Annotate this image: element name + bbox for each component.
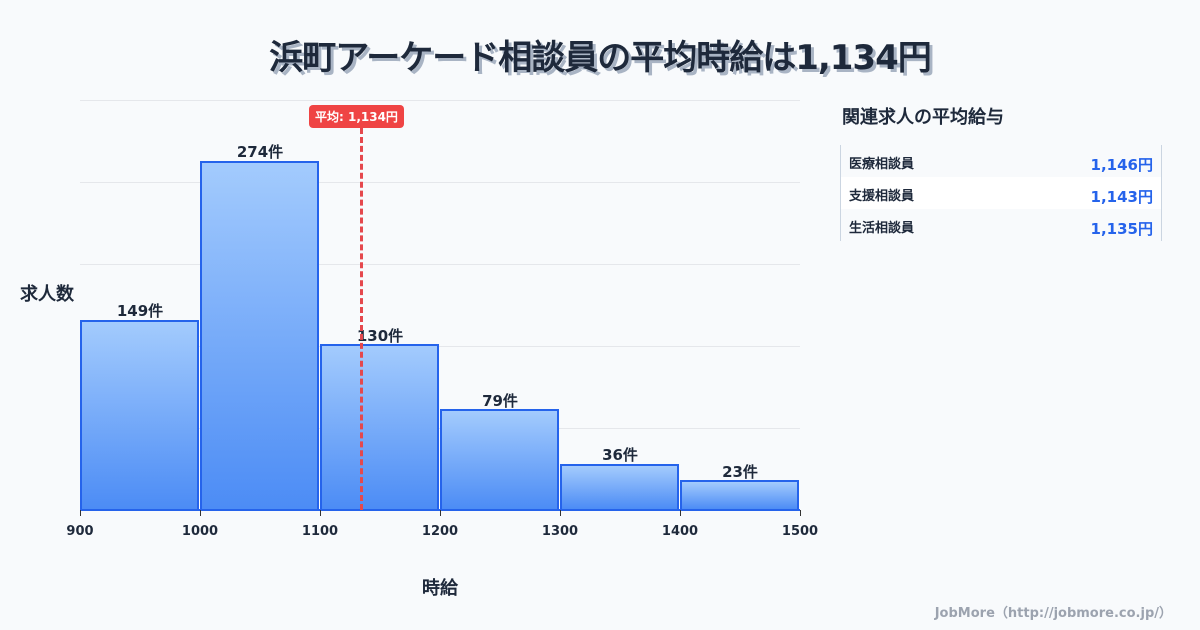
x-tick-label: 1100 — [301, 524, 339, 539]
bar-1400-1500 — [680, 480, 799, 511]
bar-1200-1300 — [440, 409, 559, 511]
x-tick-label: 900 — [66, 524, 94, 539]
x-tick-label: 1500 — [781, 524, 819, 539]
related-job-row: 支援相談員 1,143円 — [841, 177, 1161, 209]
y-axis-label: 求人数 — [20, 284, 74, 305]
x-tick-label: 1200 — [421, 524, 459, 539]
related-jobs-table: 医療相談員 1,146円 支援相談員 1,143円 生活相談員 1,135円 — [840, 145, 1162, 241]
bar-1300-1400 — [560, 464, 679, 511]
mean-line — [360, 128, 363, 510]
x-tick — [200, 510, 201, 516]
x-tick — [560, 510, 561, 516]
x-axis-label: 時給 — [422, 578, 458, 599]
related-job-wage: 1,135円 — [1090, 220, 1153, 238]
x-tick-label: 1300 — [541, 524, 579, 539]
x-tick — [80, 510, 81, 516]
related-job-name: 生活相談員 — [849, 221, 915, 236]
x-tick-label: 1400 — [661, 524, 699, 539]
histogram-chart: 求人数 149件 274件 130件 79件 36件 23件 900 1000 … — [20, 100, 819, 599]
x-tick — [680, 510, 681, 516]
mean-badge: 平均: 1,134円 — [309, 105, 404, 128]
x-tick-label: 1000 — [181, 524, 219, 539]
x-tick — [440, 510, 441, 516]
bar-value-label: 130件 — [356, 327, 404, 345]
related-job-row: 生活相談員 1,135円 — [841, 209, 1161, 241]
related-job-row: 医療相談員 1,146円 — [841, 145, 1161, 177]
related-jobs-title: 関連求人の平均給与 — [842, 107, 1004, 128]
gridline — [80, 264, 800, 265]
gridline — [80, 182, 800, 183]
bar-value-label: 23件 — [722, 463, 758, 481]
related-job-name: 医療相談員 — [849, 157, 915, 172]
related-job-wage: 1,143円 — [1090, 188, 1153, 206]
page-title: 浜町アーケード相談員の平均時給は1,134円 — [269, 38, 932, 78]
related-job-name: 支援相談員 — [849, 189, 915, 204]
bar-value-label: 149件 — [116, 302, 164, 320]
gridline — [80, 100, 800, 101]
bar-1100-1200 — [320, 344, 439, 511]
bar-1000-1100 — [200, 161, 319, 511]
footer-credit: JobMore（http://jobmore.co.jp/） — [934, 606, 1172, 621]
x-tick — [800, 510, 801, 516]
bar-value-label: 274件 — [236, 143, 284, 161]
x-tick — [320, 510, 321, 516]
related-job-wage: 1,146円 — [1090, 156, 1153, 174]
bar-value-label: 79件 — [482, 392, 518, 410]
bar-value-label: 36件 — [602, 446, 638, 464]
bar-900-1000 — [80, 320, 199, 511]
gridline — [80, 346, 800, 347]
